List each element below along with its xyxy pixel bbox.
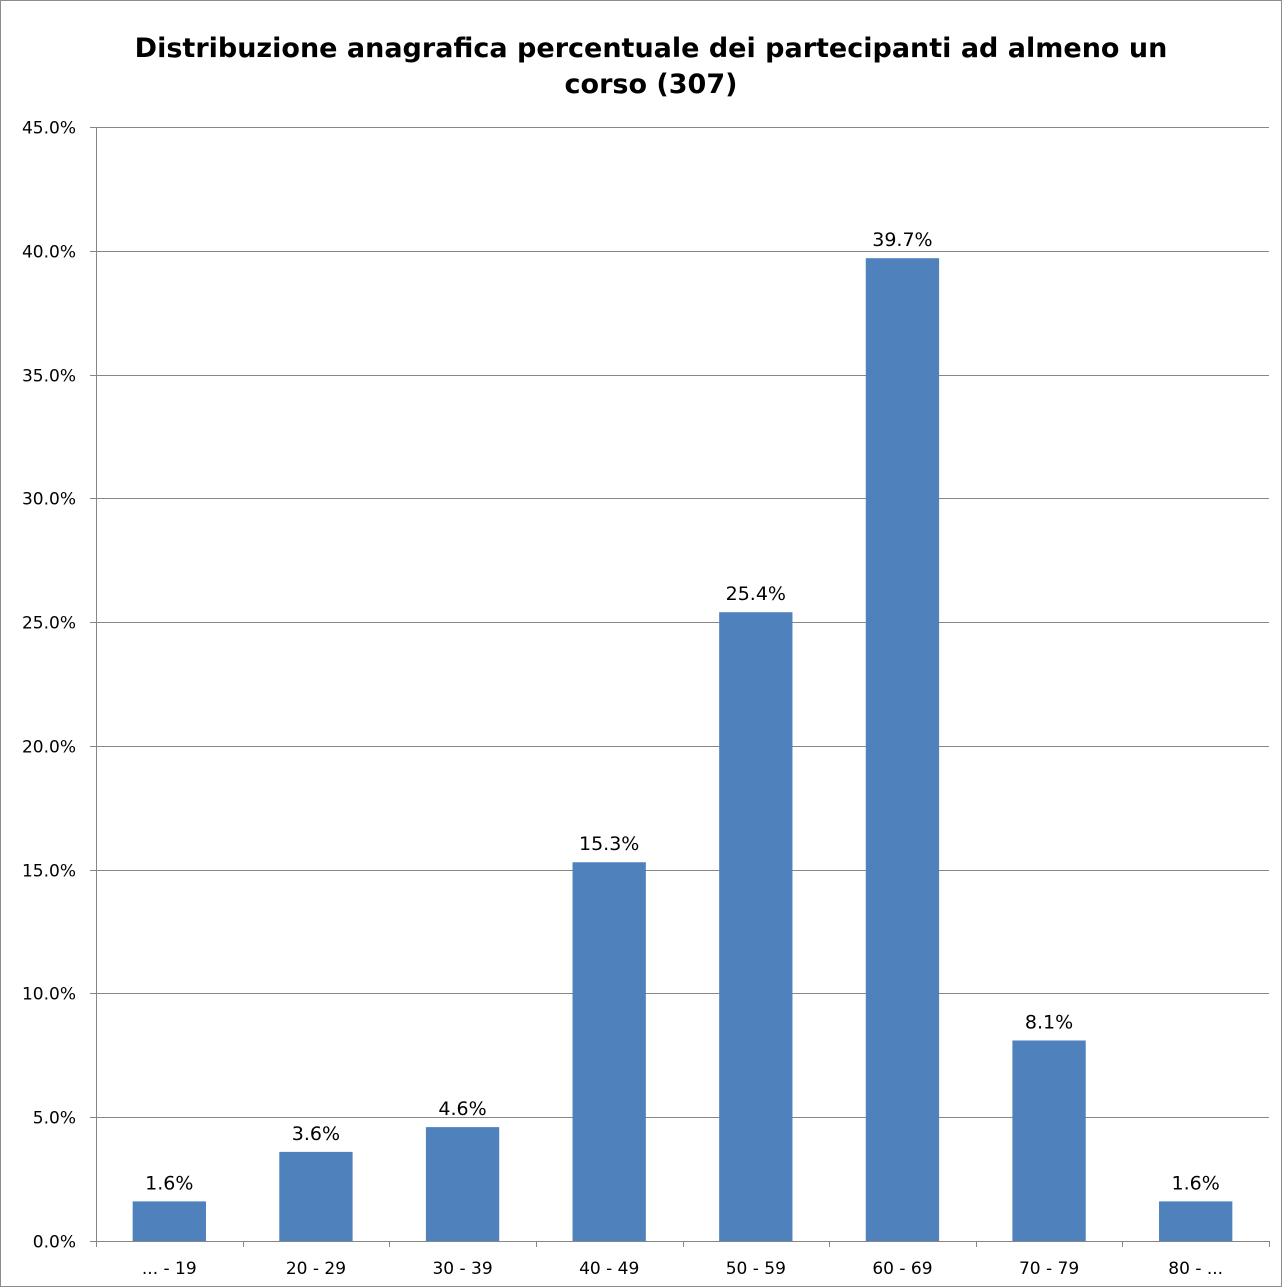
x-tick-label: 50 - 59 xyxy=(726,1259,786,1279)
data-label: 39.7% xyxy=(872,229,932,251)
y-tick-label: 25.0% xyxy=(22,614,76,634)
data-label: 1.6% xyxy=(1172,1172,1220,1194)
y-tick-label: 0.0% xyxy=(33,1233,76,1253)
x-tick-label: 40 - 49 xyxy=(579,1259,639,1279)
bar xyxy=(132,1201,206,1241)
bar xyxy=(719,612,793,1241)
data-label: 8.1% xyxy=(1025,1011,1073,1033)
bar xyxy=(1159,1201,1233,1241)
y-axis: 0.0% 5.0% 10.0% 15.0% 20.0% 25.0% 30.0% 35.0% 40… xyxy=(22,119,97,1253)
bar xyxy=(1012,1040,1086,1241)
chart-title: Distribuzione anagrafica percentuale dei… xyxy=(135,33,1168,100)
x-tick-label: 60 - 69 xyxy=(872,1259,932,1279)
data-label: 4.6% xyxy=(438,1098,486,1120)
bar xyxy=(425,1127,500,1241)
x-tick-label: 30 - 39 xyxy=(432,1259,492,1279)
chart-title-line-2: corso (307) xyxy=(565,69,738,100)
x-tick-label: 20 - 29 xyxy=(286,1259,346,1279)
y-tick-label: 35.0% xyxy=(22,367,76,387)
y-tick-label: 15.0% xyxy=(22,862,76,882)
y-tick-label: 20.0% xyxy=(22,738,76,758)
y-tick-label: 10.0% xyxy=(22,985,76,1005)
y-tick-label: 5.0% xyxy=(33,1109,76,1129)
y-tick-label: 45.0% xyxy=(22,119,76,139)
y-tick-label: 40.0% xyxy=(22,243,76,263)
chart-title-line-1: Distribuzione anagrafica percentuale dei… xyxy=(135,33,1168,64)
x-tick-label: 70 - 79 xyxy=(1019,1259,1079,1279)
gridlines xyxy=(96,127,1269,1118)
x-tick-label: 80 - ... xyxy=(1168,1259,1223,1279)
bar xyxy=(865,258,940,1241)
y-tick-label: 30.0% xyxy=(22,490,76,510)
data-label: 15.3% xyxy=(579,833,639,855)
data-label: 1.6% xyxy=(145,1172,193,1194)
x-axis: ... - 19 20 - 29 30 - 39 40 - 49 50 - 59 60 -… xyxy=(96,1241,1270,1279)
bars: 1.6% 3.6% 4.6% 15.3% 25.4% 39.7% 8.1% 1.6% xyxy=(132,229,1233,1241)
x-tick-label: ... - 19 xyxy=(142,1259,197,1279)
bar xyxy=(279,1151,353,1241)
data-label: 25.4% xyxy=(726,583,786,605)
data-label: 3.6% xyxy=(292,1123,340,1145)
bar xyxy=(572,862,646,1241)
